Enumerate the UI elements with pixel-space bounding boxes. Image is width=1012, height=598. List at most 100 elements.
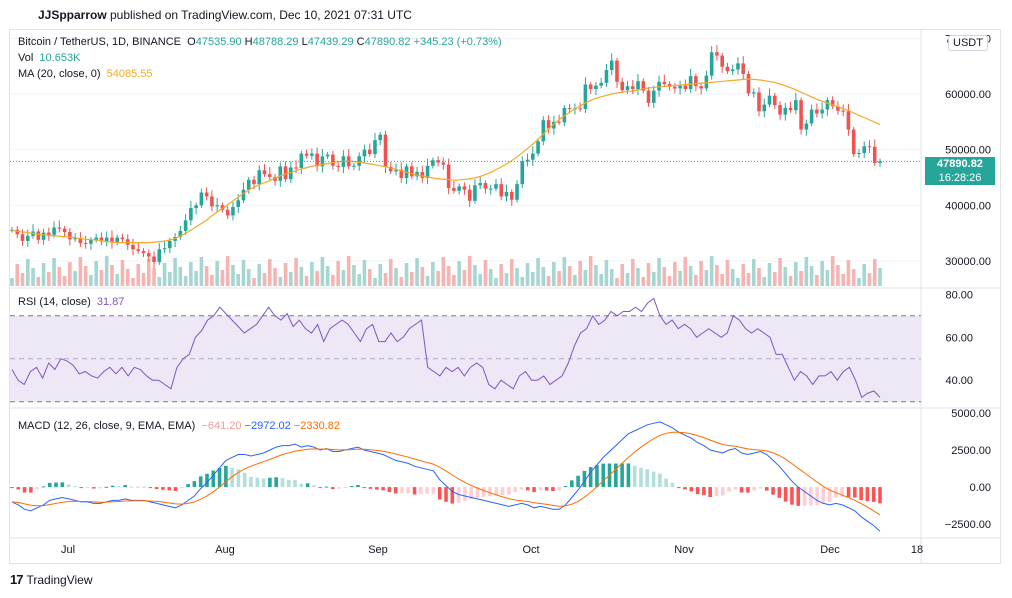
volume-bar	[557, 271, 561, 286]
volume-bar	[583, 270, 588, 286]
macd-histogram-bar	[337, 487, 341, 489]
macd-histogram-bar	[299, 483, 304, 488]
candle-body	[94, 237, 98, 240]
candle-body	[636, 81, 640, 89]
macd-histogram-bar	[343, 487, 348, 489]
ma-label[interactable]: MA (20, close, 0)	[18, 68, 101, 80]
candle-body	[62, 228, 67, 233]
macd-histogram-bar	[720, 487, 725, 496]
tradingview-logo[interactable]: 17 TradingView	[10, 572, 93, 587]
volume-bar	[141, 273, 146, 286]
rsi-axis-label: 40.00	[945, 375, 973, 387]
candle-body	[110, 237, 114, 243]
macd-histogram-bar	[708, 487, 712, 498]
candle-body	[89, 239, 93, 244]
macd-histogram-bar	[356, 485, 360, 488]
candle-body	[846, 111, 851, 130]
volume-bar	[630, 259, 635, 286]
macd-histogram-bar	[595, 465, 599, 488]
volume-bar	[499, 264, 504, 286]
price-axis-label: 60000.00	[945, 89, 991, 101]
candle-body	[104, 237, 109, 242]
candle-body	[383, 134, 388, 167]
rsi-legend: RSI (14, close) 31.87	[18, 296, 124, 308]
macd-histogram-bar	[35, 487, 39, 490]
candle-body	[115, 237, 120, 243]
macd-histogram-bar	[557, 487, 562, 491]
volume-bar	[62, 276, 67, 286]
brand-name: TradingView	[26, 572, 93, 587]
high-label: H	[244, 36, 253, 48]
symbol-label[interactable]: Bitcoin / TetherUS, 1D, BINANCE	[18, 36, 182, 48]
published-info: published on TradingView.com, Dec 10, 20…	[110, 8, 412, 22]
candle-body	[794, 100, 798, 111]
candle-body	[15, 229, 20, 235]
macd-histogram-bar	[66, 484, 71, 488]
volume-bar	[573, 275, 577, 286]
close-label: C	[356, 36, 365, 48]
volume-bar	[520, 277, 525, 286]
candle-body	[257, 170, 262, 185]
candle-body	[146, 253, 151, 257]
candle-body	[252, 179, 256, 185]
candle-body	[788, 107, 793, 111]
candle-body	[215, 205, 219, 207]
volume-bar	[657, 258, 661, 286]
volume-bar	[304, 276, 309, 286]
volume-bar	[294, 258, 298, 286]
macd-histogram-bar	[381, 487, 385, 491]
candle-body	[667, 83, 672, 87]
candle-body	[204, 192, 209, 197]
volume-bar	[194, 271, 198, 286]
macd-histogram-bar	[280, 478, 285, 488]
candle-body	[304, 153, 309, 156]
volume-bar	[488, 269, 493, 286]
macd-histogram-bar	[444, 487, 448, 502]
volume-bar	[504, 273, 509, 286]
low-label: L	[301, 36, 308, 48]
volume-bar	[236, 274, 241, 286]
candle-body	[641, 81, 646, 91]
candle-body	[462, 186, 467, 190]
candle-body	[578, 108, 582, 110]
volume-bar	[783, 267, 788, 286]
macd-histogram-bar	[538, 487, 543, 490]
macd-axis-label: 2500.00	[951, 445, 991, 457]
volume-label[interactable]: Vol	[18, 52, 34, 64]
macd-histogram-bar	[286, 479, 291, 488]
volume-bar	[636, 268, 640, 286]
rsi-label[interactable]: RSI (14, close)	[18, 296, 91, 308]
volume-bar	[278, 277, 283, 286]
candle-body	[220, 205, 225, 210]
candle-body	[478, 183, 482, 186]
candle-body	[678, 85, 682, 89]
macd-label[interactable]: MACD (12, 26, close, 9, EMA, EMA)	[18, 420, 196, 432]
macd-histogram-bar	[224, 465, 228, 488]
volume-bar	[320, 257, 325, 286]
volume-bar	[331, 275, 335, 286]
macd-histogram-bar	[815, 487, 819, 506]
author-name[interactable]: JJSpparrow	[38, 8, 107, 22]
volume-bar	[162, 263, 167, 286]
candle-body	[420, 171, 425, 179]
macd-histogram-bar	[47, 482, 52, 488]
currency-button[interactable]: USDT	[948, 35, 988, 51]
volume-bar	[336, 261, 340, 286]
macd-histogram-bar	[525, 487, 530, 491]
volume-bar	[730, 269, 735, 286]
candle-body	[362, 149, 367, 157]
macd-histogram-bar	[859, 487, 863, 501]
macd-histogram-bar	[110, 485, 115, 488]
volume-bar	[830, 256, 835, 286]
candle-body	[289, 167, 293, 180]
candle-body	[688, 76, 693, 89]
candle-body	[425, 165, 430, 179]
macd-histogram-bar	[582, 470, 587, 488]
candle-body	[336, 165, 340, 167]
macd-signal-value: −2330.82	[293, 420, 340, 432]
volume-bar	[867, 273, 872, 286]
candle-body	[704, 75, 709, 89]
macd-histogram-bar	[727, 487, 731, 492]
volume-bar	[415, 258, 419, 286]
